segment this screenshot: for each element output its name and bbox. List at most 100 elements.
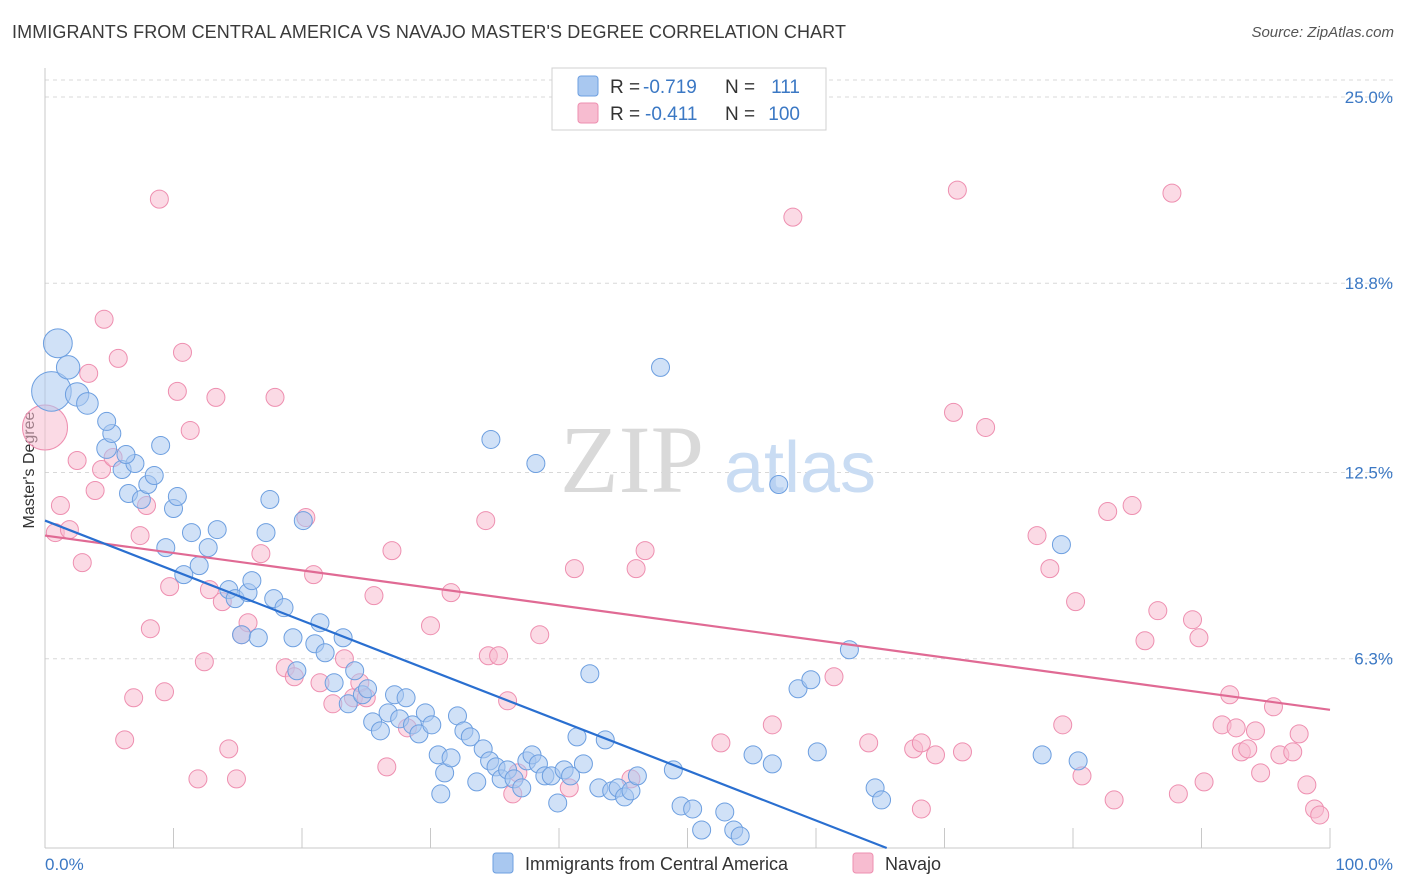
central-america-point-38 xyxy=(310,613,330,633)
navajo-point-23 xyxy=(188,769,208,789)
navajo-point-44 xyxy=(364,586,384,606)
navajo-point-75 xyxy=(1027,526,1047,546)
navajo-point-78 xyxy=(1066,592,1086,612)
navajo-point-28 xyxy=(219,739,239,759)
central-america-point-69 xyxy=(512,778,532,798)
central-america-point-18 xyxy=(181,523,201,543)
navajo-point-81 xyxy=(1104,790,1124,810)
navajo-point-73 xyxy=(952,742,972,762)
central-america-point-106 xyxy=(1051,535,1071,555)
central-america-point-88 xyxy=(651,357,671,377)
legend-swatch-pink xyxy=(577,102,599,124)
central-america-point-51 xyxy=(396,688,416,708)
navajo-point-19 xyxy=(160,577,180,597)
watermark: ZIP atlas xyxy=(560,406,876,513)
x-tick-label-min: 0.0% xyxy=(45,855,84,874)
navajo-point-88 xyxy=(1189,628,1209,648)
legend-n-label-pink: N = xyxy=(725,104,755,125)
navajo-point-103 xyxy=(1310,805,1330,825)
navajo-point-24 xyxy=(194,652,214,672)
series-legend-swatch-blue xyxy=(492,852,514,874)
central-america-point-26 xyxy=(232,625,252,645)
central-america-point-55 xyxy=(422,715,442,735)
central-america-point-108 xyxy=(431,784,451,804)
navajo-point-29 xyxy=(226,769,246,789)
central-america-point-34 xyxy=(283,628,303,648)
x-tick-label-max: 100.0% xyxy=(1335,855,1393,874)
central-america-point-43 xyxy=(345,661,365,681)
navajo-point-22 xyxy=(180,420,200,440)
navajo-point-14 xyxy=(130,526,150,546)
navajo-point-2 xyxy=(50,496,70,516)
central-america-point-35 xyxy=(287,661,307,681)
central-america-point-45 xyxy=(358,679,378,699)
navajo-point-92 xyxy=(1226,718,1246,738)
navajo-point-87 xyxy=(1183,610,1203,630)
navajo-point-72 xyxy=(947,180,967,200)
trend-lines xyxy=(44,519,1331,850)
navajo-point-11 xyxy=(108,348,128,368)
navajo-point-26 xyxy=(206,387,226,407)
central-america-point-79 xyxy=(573,754,593,774)
central-america-point-95 xyxy=(730,826,750,846)
navajo-point-95 xyxy=(1245,721,1265,741)
navajo-point-82 xyxy=(1122,496,1142,516)
navajo-point-16 xyxy=(140,619,160,639)
navajo-point-94 xyxy=(1238,739,1258,759)
navajo-point-64 xyxy=(783,207,803,227)
central-america-point-29 xyxy=(248,628,268,648)
navajo-point-8 xyxy=(92,459,112,479)
y-tick-labels: 6.3% 12.5% 18.8% 25.0% xyxy=(1345,88,1393,669)
navajo-point-89 xyxy=(1194,772,1214,792)
navajo-trend-line xyxy=(44,534,1331,711)
navajo-point-66 xyxy=(859,733,879,753)
legend-r-value-pink: -0.411 xyxy=(645,104,697,125)
navajo-point-86 xyxy=(1168,784,1188,804)
central-america-point-77 xyxy=(561,766,581,786)
central-america-point-15 xyxy=(151,435,171,455)
navajo-point-96 xyxy=(1251,763,1271,783)
y-tick-label-3: 25.0% xyxy=(1345,88,1393,107)
navajo-point-45 xyxy=(377,757,397,777)
central-america-point-92 xyxy=(692,820,712,840)
navajo-point-32 xyxy=(251,544,271,564)
central-america-point-93 xyxy=(715,802,735,822)
central-america-point-109 xyxy=(481,429,501,449)
central-america-point-97 xyxy=(762,754,782,774)
central-america-point-22 xyxy=(198,538,218,558)
central-america-point-75 xyxy=(548,793,568,813)
central-america-point-36 xyxy=(293,511,313,531)
legend-r-value-blue: -0.719 xyxy=(643,77,697,98)
correlation-legend: R = -0.719 N = 111 R = -0.411 N = 100 xyxy=(551,67,827,131)
navajo-point-17 xyxy=(149,189,169,209)
navajo-point-77 xyxy=(1053,715,1073,735)
central-america-point-23 xyxy=(207,520,227,540)
central-america-point-21 xyxy=(189,556,209,576)
central-america-point-110 xyxy=(526,453,546,473)
y-tick-label-1: 12.5% xyxy=(1345,464,1393,483)
central-america-point-47 xyxy=(370,721,390,741)
central-america-point-80 xyxy=(580,664,600,684)
series-legend: Immigrants from Central America Navajo xyxy=(492,852,941,874)
central-america-point-42 xyxy=(338,694,358,714)
navajo-point-71 xyxy=(943,402,963,422)
navajo-point-4 xyxy=(67,450,87,470)
navajo-point-99 xyxy=(1283,742,1303,762)
navajo-point-46 xyxy=(382,541,402,561)
y-tick-label-0: 6.3% xyxy=(1354,650,1393,669)
central-america-point-98 xyxy=(769,475,789,495)
series-legend-label-pink: Navajo xyxy=(885,854,941,874)
navajo-point-20 xyxy=(167,381,187,401)
navajo-point-37 xyxy=(304,565,324,585)
navajo-point-58 xyxy=(564,559,584,579)
navajo-point-60 xyxy=(626,559,646,579)
navajo-point-80 xyxy=(1098,502,1118,522)
legend-n-value-blue: 111 xyxy=(771,77,800,98)
central-america-point-62 xyxy=(467,772,487,792)
navajo-point-84 xyxy=(1148,601,1168,621)
navajo-point-74 xyxy=(976,417,996,437)
central-america-point-28 xyxy=(242,571,262,591)
navajo-point-18 xyxy=(155,682,175,702)
central-america-point-101 xyxy=(807,742,827,762)
central-america-point-17 xyxy=(167,487,187,507)
